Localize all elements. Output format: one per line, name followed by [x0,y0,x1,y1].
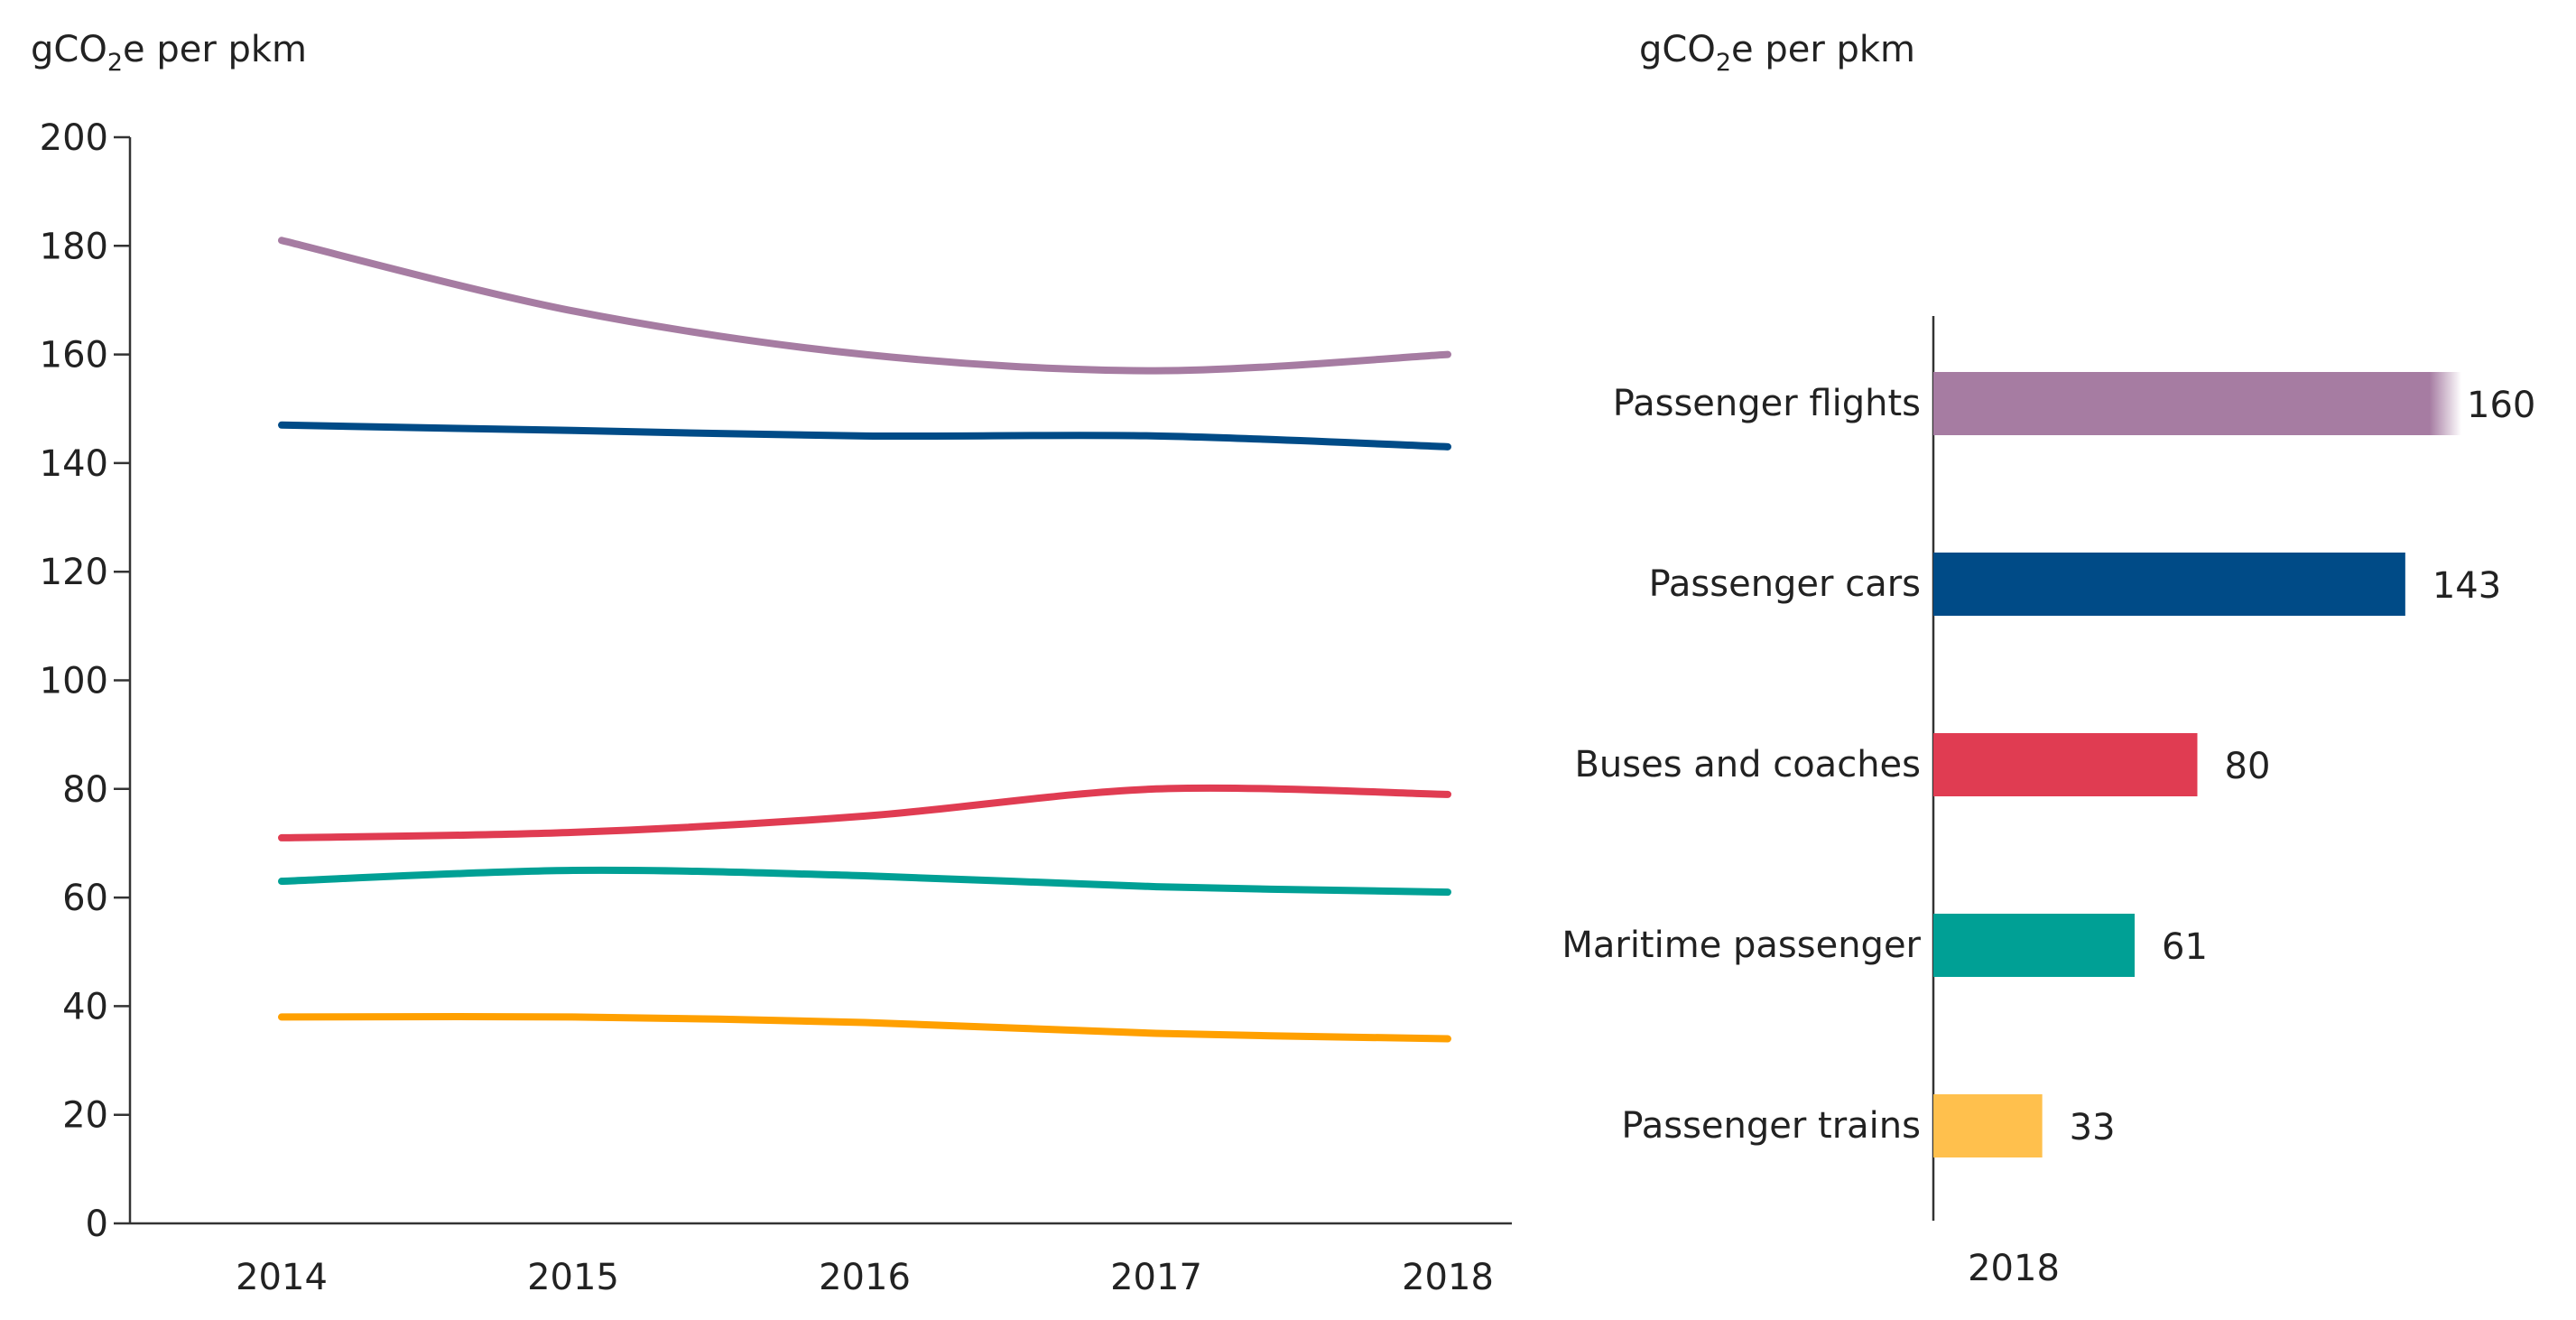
y-tick-label-80: 80 [62,769,108,811]
bar-category-label-passenger-trains: Passenger trains [1621,1105,1921,1147]
bar-chart: gCO2e per pkm Passenger flights 160Passen… [1561,29,2535,1289]
line-chart-series [278,237,1451,1043]
line-series-maritime-passenger [278,866,1451,897]
bar-passenger-cars [1933,553,2405,616]
y-tick-label-180: 180 [40,226,108,267]
x-tick-label-2014: 2014 [236,1257,328,1298]
line-chart-x-ticks: 2014 2015 2016 2017 2018 [236,1257,1494,1298]
bar-value-label-passenger-cars: 143 [2432,565,2501,607]
line-chart-unit-label: gCO2e per pkm [31,29,307,77]
y-tick-label-0: 0 [86,1204,108,1245]
bar-category-label-passenger-cars: Passenger cars [1649,563,1921,605]
bar-maritime-passenger [1933,914,2136,977]
bar-chart-bars: Passenger flights 160 Passenger cars 143 Bus… [1561,372,2535,1157]
bar-category-label-buses-and-coaches: Buses and coaches [1574,744,1921,785]
line-series-passenger-cars [278,421,1451,451]
bar-chart-unit-label: gCO2e per pkm [1639,29,1915,77]
y-tick-label-160: 160 [40,335,108,376]
bar-value-label-buses-and-coaches: 80 [2225,746,2271,787]
line-chart: gCO2e per pkm 0 20 40 60 80 100 120 140 160 180 20… [31,29,1512,1298]
x-tick-label-2017: 2017 [1110,1257,1202,1298]
bar-chart-year-label: 2018 [1968,1248,2060,1289]
bar-passenger-trains [1933,1094,2043,1157]
y-tick-label-100: 100 [40,661,108,702]
y-tick-label-20: 20 [62,1095,108,1137]
x-tick-label-2018: 2018 [1402,1257,1494,1298]
y-tick-label-200: 200 [40,117,108,159]
line-series-passenger-flights [278,237,1451,375]
bar-category-label-passenger-flights: Passenger flights [1613,383,1921,424]
line-chart-y-ticks: 0 20 40 60 80 100 120 140 160 180 200 [40,117,130,1245]
y-tick-label-140: 140 [40,443,108,485]
y-tick-label-120: 120 [40,552,108,593]
line-series-passenger-trains [278,1013,1451,1043]
bar-value-label-maritime-passenger: 61 [2162,926,2208,968]
x-tick-label-2016: 2016 [819,1257,911,1298]
x-tick-label-2015: 2015 [527,1257,619,1298]
bar-passenger-flights [1933,372,2461,435]
y-tick-label-60: 60 [62,878,108,919]
bar-value-label-passenger-trains: 33 [2070,1107,2116,1148]
bar-buses-and-coaches [1933,733,2198,796]
line-series-buses-and-coaches [278,784,1451,841]
y-tick-label-40: 40 [62,986,108,1027]
bar-category-label-maritime-passenger: Maritime passenger [1561,925,1921,966]
bar-value-label-passenger-flights: 160 [2467,385,2535,426]
